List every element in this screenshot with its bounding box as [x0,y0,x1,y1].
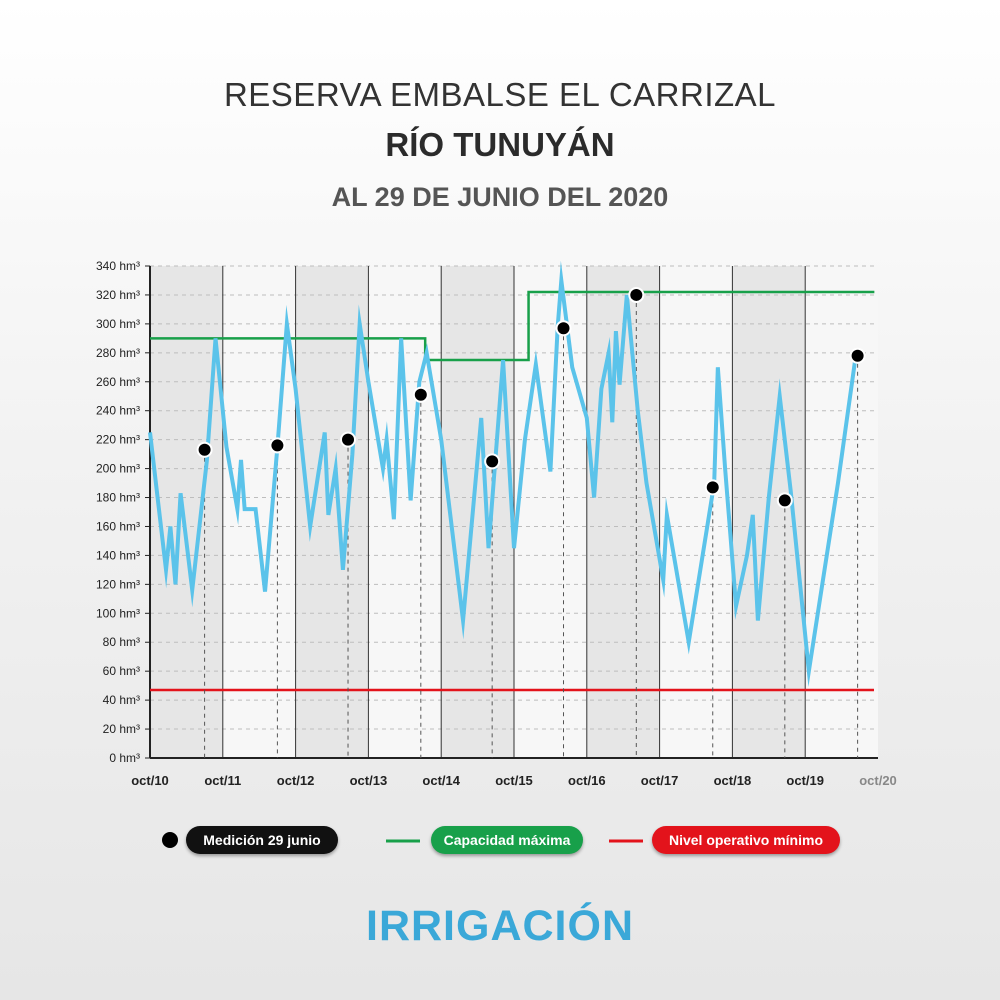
measurement-point [557,321,571,335]
y-tick-label: 320 hm³ [96,288,140,302]
x-tick-label: oct/16 [568,773,606,788]
measurement-point [198,443,212,457]
x-tick-label: oct/17 [641,773,679,788]
y-tick-label: 20 hm³ [103,722,140,736]
x-tick-label: oct/13 [350,773,388,788]
y-tick-label: 40 hm³ [103,693,140,707]
measurement-point [341,433,355,447]
x-tick-label: oct/15 [495,773,533,788]
x-tick-label: oct/12 [277,773,315,788]
capacity-legend-line-icon [386,838,422,844]
y-tick-label: 0 hm³ [109,751,140,765]
x-tick-label: oct/20 [859,773,897,788]
x-tick-label: oct/10 [131,773,169,788]
measurement-point [778,493,792,507]
y-tick-label: 200 hm³ [96,462,140,476]
y-tick-label: 220 hm³ [96,433,140,447]
minimum-legend-line-icon [609,838,645,844]
reservoir-line-chart: 0 hm³ 20 hm³ 40 hm³ 60 hm³ 80 hm³ 100 hm³ 120 … [0,0,1000,800]
y-tick-label: 280 hm³ [96,346,140,360]
y-tick-label: 120 hm³ [96,577,140,591]
logo-text: IRRIGACIÓN [366,902,634,950]
y-tick-label: 60 hm³ [103,664,140,678]
x-tick-label: oct/19 [786,773,824,788]
measurement-point [851,349,865,363]
measurement-point [629,288,643,302]
y-tick-label: 260 hm³ [96,375,140,389]
legend-measurement: Medición 29 junio [186,826,338,854]
year-band [441,266,514,758]
x-tick-label: oct/14 [422,773,460,788]
y-tick-label: 80 hm³ [103,635,140,649]
measurement-legend-marker-icon [160,830,182,852]
legend-capacity: Capacidad máxima [431,826,583,854]
y-tick-label: 160 hm³ [96,519,140,533]
measurement-point [706,480,720,494]
y-tick-label: 240 hm³ [96,404,140,418]
x-tick-label: oct/11 [204,773,241,788]
measurement-point [414,388,428,402]
measurement-point [270,438,284,452]
y-tick-label: 140 hm³ [96,548,140,562]
y-tick-label: 100 hm³ [96,606,140,620]
y-tick-label: 300 hm³ [96,317,140,331]
y-tick-label: 340 hm³ [96,259,140,273]
y-tick-label: 180 hm³ [96,491,140,505]
legend-minimum: Nivel operativo mínimo [652,826,840,854]
irrigacion-logo: IRRIGACIÓN [0,902,1000,951]
x-tick-label: oct/18 [714,773,752,788]
measurement-point [485,454,499,468]
chart-legend: Medición 29 junio Capacidad máxima Nivel… [0,826,1000,856]
